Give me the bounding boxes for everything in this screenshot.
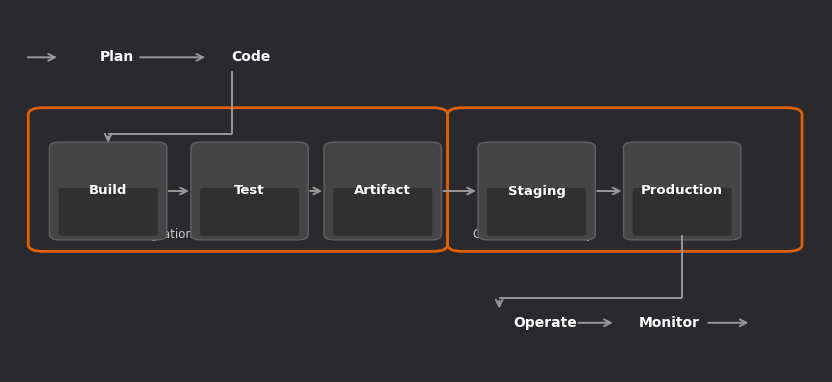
FancyBboxPatch shape [324, 142, 441, 240]
Text: Artifact: Artifact [354, 185, 411, 197]
Text: Test: Test [235, 185, 265, 197]
Text: Build: Build [89, 185, 127, 197]
FancyBboxPatch shape [50, 142, 166, 240]
Text: Monitor: Monitor [639, 316, 700, 330]
Text: Production: Production [641, 185, 723, 197]
FancyBboxPatch shape [58, 188, 158, 236]
FancyBboxPatch shape [191, 142, 308, 240]
Text: Staging: Staging [508, 185, 566, 197]
Text: Plan: Plan [100, 50, 134, 64]
FancyBboxPatch shape [624, 142, 740, 240]
FancyBboxPatch shape [478, 142, 596, 240]
Text: Operate: Operate [513, 316, 577, 330]
FancyBboxPatch shape [633, 188, 732, 236]
Text: Continuous Integration: Continuous Integration [57, 228, 192, 241]
FancyBboxPatch shape [488, 188, 586, 236]
Text: Continuous Delivery: Continuous Delivery [473, 228, 592, 241]
Text: Code: Code [231, 50, 270, 64]
FancyBboxPatch shape [333, 188, 433, 236]
FancyBboxPatch shape [201, 188, 300, 236]
